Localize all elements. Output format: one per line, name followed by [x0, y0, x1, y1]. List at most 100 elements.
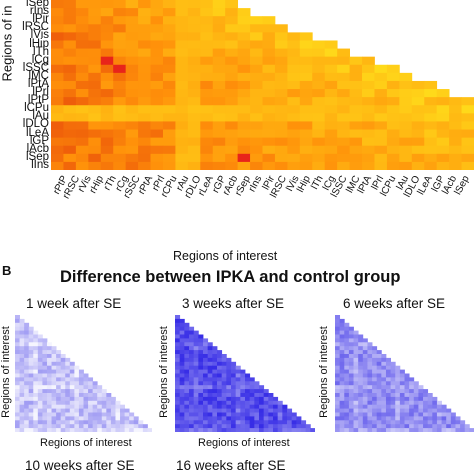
- tri1-cell: [51, 396, 57, 402]
- tri1-cell: [15, 420, 20, 425]
- heatmap-a-cell: [175, 56, 189, 66]
- tri3-cell: [362, 420, 368, 425]
- heatmap-a-cell: [138, 113, 151, 122]
- tri2-cell: [254, 385, 260, 390]
- tri3-cell: [353, 369, 359, 374]
- tri1-cell: [69, 381, 75, 386]
- tri1-cell: [19, 365, 25, 370]
- heatmap-a-cell: [200, 161, 214, 170]
- heatmap-a-cell: [411, 105, 425, 114]
- heatmap-a-cell: [250, 16, 263, 25]
- tri3-cell: [372, 420, 378, 425]
- tri3-cell: [432, 396, 438, 402]
- tri3-cell: [381, 377, 387, 382]
- tri3-cell: [409, 377, 415, 382]
- tri1-cell: [78, 400, 84, 406]
- heatmap-a-cell: [424, 137, 438, 147]
- tri3-cell: [339, 318, 345, 324]
- tri2-cell: [189, 350, 195, 355]
- tri1-cell: [60, 354, 66, 359]
- tri1-cell: [92, 428, 98, 432]
- tri2-cell: [212, 354, 218, 359]
- heatmap-a-cell: [411, 80, 425, 90]
- heatmap-a-cell: [274, 121, 288, 130]
- tri3-cell: [381, 365, 387, 370]
- heatmap-a-cell: [75, 56, 89, 66]
- tri2-cell: [212, 373, 218, 378]
- heatmap-a-cell: [51, 8, 64, 17]
- heatmap-a-cell: [225, 105, 239, 114]
- tri2-cell: [193, 416, 199, 421]
- tri1-cell: [51, 420, 57, 425]
- tri2-cell: [175, 393, 181, 398]
- tri3-cell: [395, 420, 401, 425]
- tri3-cell: [344, 338, 350, 343]
- tri1-cell: [37, 373, 43, 378]
- tri3-cell: [339, 385, 345, 390]
- heatmap-a-cell: [113, 113, 127, 122]
- heatmap-a-cell: [212, 40, 226, 49]
- tri2-cell: [240, 393, 246, 398]
- heatmap-a-cell: [51, 161, 64, 170]
- heatmap-a-cell: [274, 129, 288, 139]
- tri3-cell: [339, 342, 345, 347]
- heatmap-a-cell: [125, 145, 139, 155]
- tri1-cell: [46, 377, 52, 382]
- tri3-cell: [372, 346, 378, 351]
- tri3-cell: [367, 420, 373, 425]
- tri2-cell: [296, 416, 302, 421]
- tri3-cell: [376, 365, 382, 370]
- tri1-cell: [60, 416, 66, 421]
- tri1-cell: [46, 365, 52, 370]
- tri2-cell: [259, 408, 265, 413]
- tri1-cell: [37, 389, 43, 394]
- tri2-cell: [226, 404, 232, 409]
- heatmap-a-cell: [75, 24, 89, 33]
- heatmap-a-cell: [237, 24, 251, 33]
- tri3-cell: [339, 389, 345, 394]
- heatmap-a-cell: [349, 113, 363, 122]
- heatmap-a-cell: [386, 72, 400, 82]
- tri3-cell: [344, 404, 350, 409]
- tri3-cell: [423, 400, 429, 406]
- tri1-cell: [60, 377, 66, 382]
- tri1-cell: [37, 385, 43, 390]
- tri1-cell: [19, 412, 25, 417]
- heatmap-a-cell: [436, 145, 450, 155]
- heatmap-a-cell: [175, 137, 189, 147]
- heatmap-a-cell: [63, 56, 77, 66]
- tri3-cell: [335, 361, 341, 367]
- tri3-cell: [335, 428, 341, 432]
- tri2-cell: [226, 385, 232, 390]
- tri1-cell: [133, 424, 139, 429]
- heatmap-a-cell: [262, 89, 276, 98]
- heatmap-a-cell: [287, 145, 301, 155]
- tri2-cell: [235, 389, 241, 394]
- tri2-cell: [179, 342, 185, 347]
- heatmap-a-cell: [262, 24, 276, 33]
- tri1-cell: [65, 428, 71, 432]
- tri1-cell: [37, 404, 43, 409]
- tri1-cell: [46, 424, 52, 429]
- tri2-cell: [259, 424, 265, 429]
- tri2-cell: [179, 318, 185, 324]
- tri1-cell: [65, 365, 71, 370]
- heatmap-a-cell: [312, 113, 326, 122]
- tri3-cell: [335, 396, 341, 402]
- heatmap-a-y-tick-label: lSSC: [22, 61, 49, 74]
- tri1-cell: [42, 361, 48, 367]
- heatmap-a-cell: [362, 64, 375, 74]
- tri3-cell: [372, 416, 378, 421]
- tri1-cell: [15, 396, 20, 402]
- tri3-cell: [339, 361, 345, 367]
- tri3-cell: [455, 428, 461, 432]
- tri2-cell: [189, 377, 195, 382]
- heatmap-a-cell: [162, 113, 176, 122]
- tri1-cell: [28, 381, 34, 386]
- tri1-cell: [51, 365, 57, 370]
- heatmap-a-cell: [374, 105, 388, 114]
- tri2-cell: [189, 361, 195, 367]
- heatmap-a-cell: [411, 161, 425, 170]
- heatmap-a-cell: [374, 145, 388, 155]
- tri1-cell: [88, 396, 94, 402]
